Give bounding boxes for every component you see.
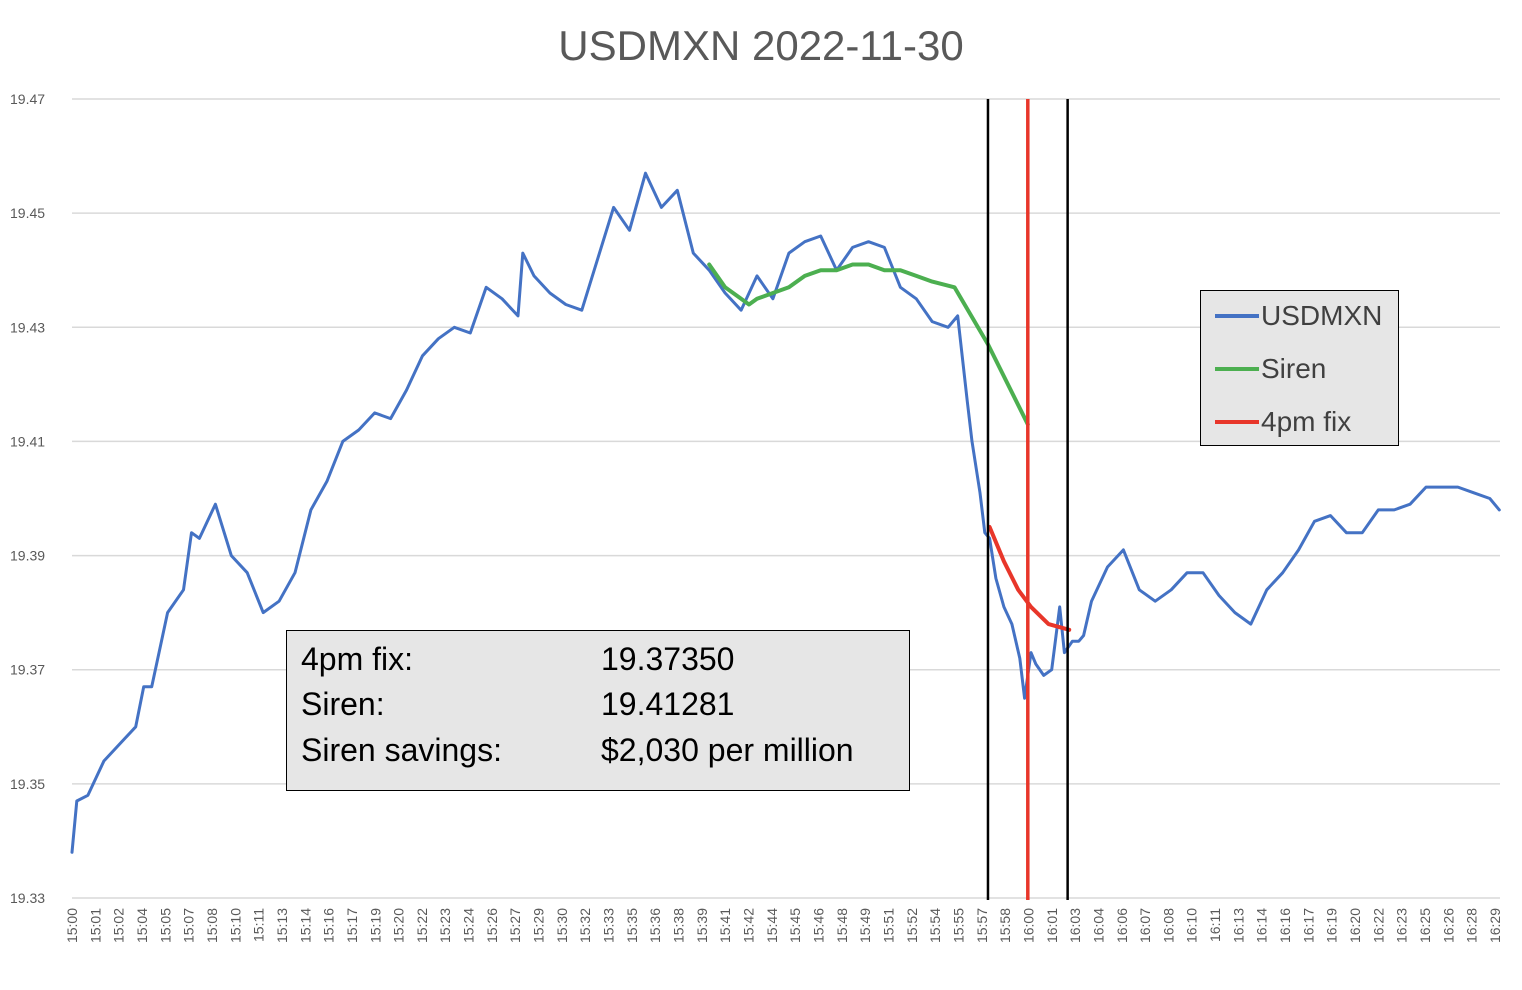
x-tick-label: 15:05	[157, 908, 173, 943]
summary-value: $2,030 per million	[601, 732, 854, 768]
x-tick-label: 16:01	[1044, 908, 1060, 943]
summary-value: 19.37350	[601, 641, 735, 677]
legend-item-usdmxn: USDMXN	[1215, 296, 1382, 336]
x-tick-label: 16:16	[1277, 908, 1293, 943]
x-tick-label: 16:08	[1160, 908, 1176, 943]
x-tick-label: 16:23	[1394, 908, 1410, 943]
summary-row-siren: Siren: 19.41281	[301, 686, 734, 730]
x-tick-label: 15:48	[834, 908, 850, 943]
x-tick-label: 15:27	[507, 908, 523, 943]
x-tick-label: 15:19	[367, 908, 383, 943]
x-tick-label: 15:52	[904, 908, 920, 943]
x-tick-label: 16:28	[1464, 908, 1480, 943]
x-tick-label: 15:39	[694, 908, 710, 943]
window-lines	[986, 99, 1069, 900]
y-tick-label: 19.33	[10, 890, 45, 906]
x-tick-label: 15:13	[274, 908, 290, 943]
x-tick-label: 16:07	[1137, 908, 1153, 943]
x-tick-label: 16:14	[1254, 908, 1270, 943]
x-tick-label: 16:10	[1184, 908, 1200, 943]
x-tick-label: 15:02	[111, 908, 127, 943]
series-line-siren	[707, 262, 1030, 427]
legend-item-4pm-fix: 4pm fix	[1215, 402, 1351, 442]
x-tick-label: 15:42	[741, 908, 757, 943]
series-lines	[70, 171, 1501, 854]
x-tick-label: 15:26	[484, 908, 500, 943]
x-tick-label: 15:04	[134, 908, 150, 943]
x-tick-label: 15:14	[297, 908, 313, 943]
legend-swatch	[1215, 367, 1259, 371]
y-tick-label: 19.39	[10, 548, 45, 564]
legend-item-siren: Siren	[1215, 349, 1326, 389]
chart-title: USDMXN 2022-11-30	[558, 22, 964, 69]
x-tick-label: 15:46	[810, 908, 826, 943]
x-tick-label: 15:45	[787, 908, 803, 943]
summary-label: Siren:	[301, 686, 385, 722]
legend-swatch	[1215, 420, 1259, 424]
x-tick-label: 15:44	[764, 908, 780, 943]
x-tick-label: 15:30	[554, 908, 570, 943]
x-tick-label: 16:04	[1090, 908, 1106, 943]
legend-swatch	[1215, 314, 1259, 318]
y-tick-label: 19.43	[10, 319, 45, 335]
x-tick-label: 15:57	[974, 908, 990, 943]
y-tick-label: 19.47	[10, 91, 45, 107]
summary-row-fix: 4pm fix: 19.37350	[301, 641, 734, 685]
x-tick-label: 15:22	[414, 908, 430, 943]
summary-row-savings: Siren savings: $2,030 per million	[301, 732, 854, 776]
x-tick-label: 15:55	[950, 908, 966, 943]
x-tick-label: 16:26	[1440, 908, 1456, 943]
x-tick-label: 16:20	[1347, 908, 1363, 943]
series-line-4pm-fix	[987, 525, 1072, 632]
x-tick-label: 16:06	[1114, 908, 1130, 943]
x-tick-label: 15:10	[227, 908, 243, 943]
x-tick-label: 15:58	[997, 908, 1013, 943]
y-axis: 19.33 19.35 19.37 19.39 19.41 19.43 19.45 19.47	[10, 91, 45, 906]
y-tick-label: 19.45	[10, 205, 45, 221]
x-tick-label: 15:54	[927, 908, 943, 943]
y-tick-label: 19.35	[10, 776, 45, 792]
x-tick-label: 15:41	[717, 908, 733, 943]
legend-label: 4pm fix	[1261, 406, 1352, 437]
x-tick-label: 15:16	[321, 908, 337, 943]
y-tick-label: 19.41	[10, 433, 45, 449]
x-tick-label: 15:49	[857, 908, 873, 943]
summary-box: 4pm fix: 19.37350 Siren: 19.41281 Siren …	[286, 630, 910, 791]
x-tick-label: 15:29	[531, 908, 547, 943]
x-tick-label: 16:11	[1207, 908, 1223, 942]
x-tick-label: 16:03	[1067, 908, 1083, 943]
x-tick-label: 15:33	[601, 908, 617, 943]
summary-value: 19.41281	[601, 686, 735, 722]
x-tick-label: 16:29	[1487, 908, 1503, 943]
summary-label: Siren savings:	[301, 732, 502, 768]
x-tick-label: 15:00	[64, 908, 80, 943]
x-tick-label: 16:19	[1324, 908, 1340, 943]
x-tick-label: 15:24	[461, 908, 477, 943]
series-line-usdmxn	[70, 171, 1501, 854]
y-tick-label: 19.37	[10, 662, 45, 678]
x-tick-label: 15:51	[880, 908, 896, 943]
legend-label: Siren	[1261, 353, 1327, 384]
x-tick-label: 15:35	[624, 908, 640, 943]
x-tick-label: 15:23	[437, 908, 453, 943]
legend-label: USDMXN	[1261, 300, 1383, 331]
x-tick-label: 16:13	[1230, 908, 1246, 943]
x-tick-label: 15:20	[391, 908, 407, 943]
legend: USDMXN Siren 4pm fix	[1200, 290, 1399, 446]
x-tick-label: 16:25	[1417, 908, 1433, 943]
x-tick-label: 15:38	[671, 908, 687, 943]
x-tick-label: 15:08	[204, 908, 220, 943]
x-tick-label: 16:00	[1020, 908, 1036, 943]
x-tick-label: 15:07	[181, 908, 197, 943]
x-tick-label: 15:11	[251, 908, 267, 942]
x-tick-label: 15:36	[647, 908, 663, 943]
x-tick-label: 15:32	[577, 908, 593, 943]
x-tick-label: 16:17	[1300, 908, 1316, 943]
summary-label: 4pm fix:	[301, 641, 414, 677]
x-tick-label: 16:22	[1370, 908, 1386, 943]
x-tick-label: 15:01	[87, 908, 103, 943]
x-tick-label: 15:17	[344, 908, 360, 943]
x-axis: 15:00 15:01 15:02 15:04 15:05 15:07 15:08 15:10…	[64, 908, 1503, 943]
